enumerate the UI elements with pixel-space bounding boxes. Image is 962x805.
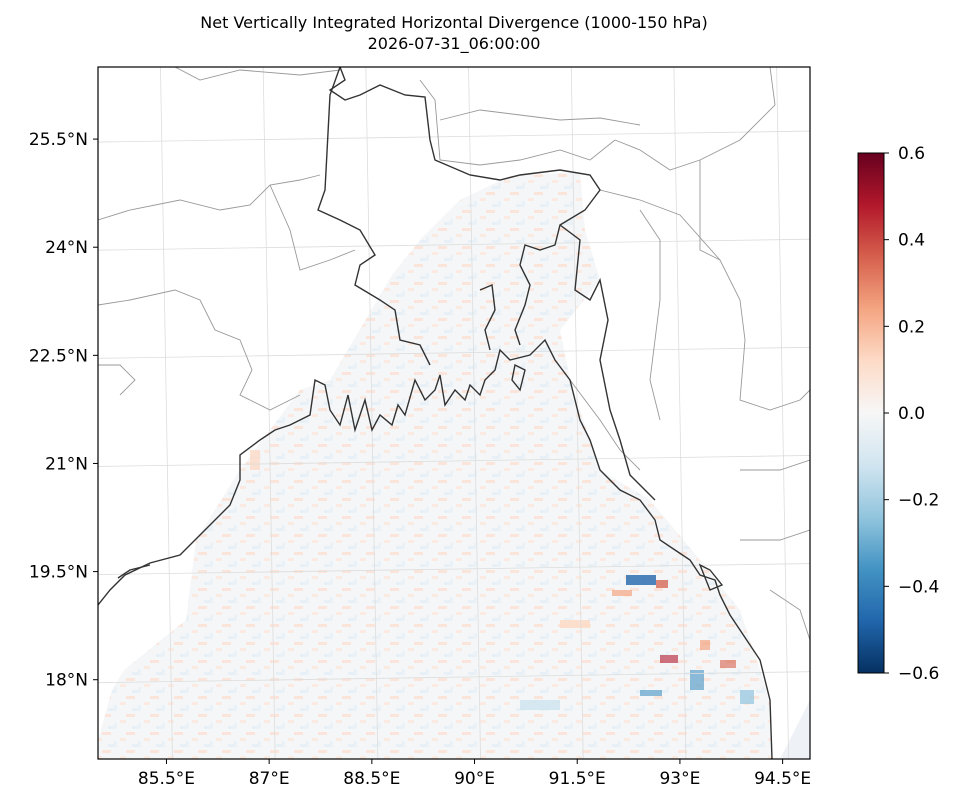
lat-tick-label: 25.5°N [29,130,88,150]
colorbar-ticks: 0.6 0.4 0.2 0.0 −0.2 −0.4 −0.6 [884,144,939,684]
lon-tick-label: 87°E [249,769,290,789]
colorbar-tick-label: −0.4 [898,577,939,597]
lon-gridline [673,67,687,759]
figure-title: Net Vertically Integrated Horizontal Div… [98,12,810,54]
divergence-field [98,172,810,759]
lon-tick-label: 85.5°E [138,769,195,789]
lon-gridline [365,67,379,759]
lon-tick-label: 88.5°E [343,769,400,789]
lon-gridline [776,67,790,759]
lon-gridline [570,67,584,759]
colorbar-tick-label: −0.6 [898,664,939,684]
title-line-1: Net Vertically Integrated Horizontal Div… [200,13,708,32]
lon-gridline [262,67,276,759]
lat-gridline [98,130,810,143]
lon-gridline [468,67,481,759]
lon-tick-label: 93°E [659,769,700,789]
map-plot-area [98,67,810,759]
coastline [98,67,773,759]
lat-tick-label: 21°N [45,454,88,474]
map-frame [97,66,811,760]
gridlines [98,67,810,759]
lat-gridline [98,671,810,684]
colorbar-tick-label: −0.2 [898,491,939,511]
lon-gridline [160,67,173,759]
lat-gridline [98,346,810,359]
state-borders [98,67,810,641]
colorbar: 0.6 0.4 0.2 0.0 −0.2 −0.4 −0.6 [857,144,939,684]
lat-gridline [98,455,810,467]
lat-tick-labels: 25.5°N 24°N 22.5°N 21°N 19.5°N 18°N [29,130,98,691]
lat-tick-label: 19.5°N [29,563,88,583]
colorbar-tick-label: 0.6 [898,144,925,164]
lon-tick-label: 91.5°E [549,769,606,789]
lon-tick-labels: 85.5°E 87°E 88.5°E 90°E 91.5°E 93°E 94.5°E [138,759,811,789]
lat-tick-label: 24°N [45,238,88,258]
lon-tick-label: 90°E [454,769,495,789]
colorbar-tick-label: 0.4 [898,231,925,251]
title-line-2: 2026-07-31_06:00:00 [367,34,541,53]
lat-gridline [98,563,810,575]
lat-tick-label: 22.5°N [29,346,88,366]
lon-tick-label: 94.5°E [754,769,811,789]
colorbar-tick-label: 0.2 [898,317,925,337]
colorbar-gradient [857,152,885,674]
lat-gridline [98,238,810,251]
lat-tick-label: 18°N [45,671,88,691]
colorbar-tick-label: 0.0 [898,404,925,424]
